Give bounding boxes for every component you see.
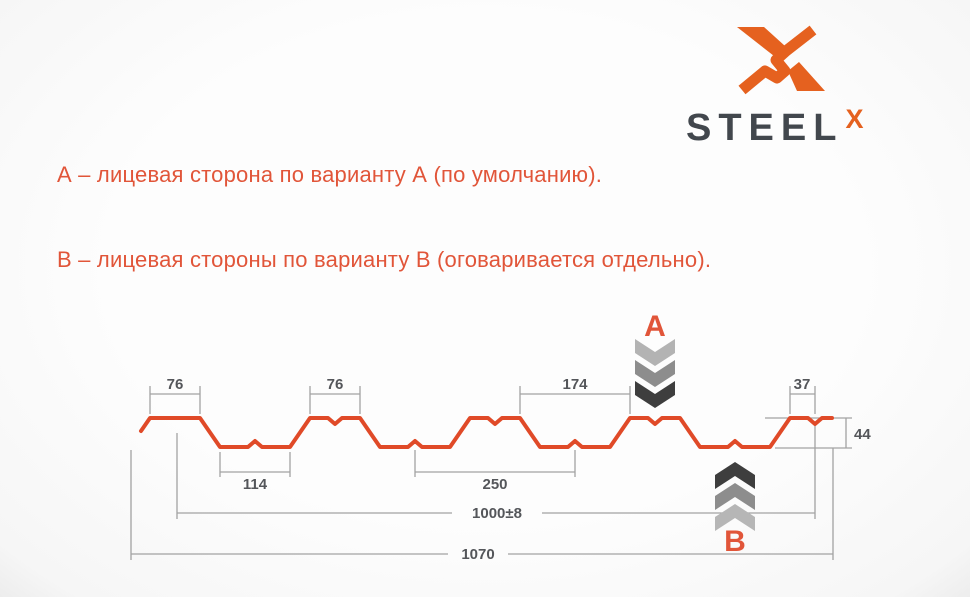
side-b-label: В <box>724 525 746 558</box>
dim-crest1-width: 76 <box>167 376 184 393</box>
logo-brand-text: STEEL <box>686 107 844 149</box>
chevron-down-icon <box>635 360 675 387</box>
note-variant-b: В – лицевая стороны по варианту В (огова… <box>57 247 712 272</box>
chevron-up-icon <box>715 504 755 531</box>
side-b-indicator: В <box>715 462 755 558</box>
dim-valley-width: 114 <box>243 476 268 493</box>
dim-pitch: 250 <box>482 476 507 493</box>
dim-crest2-width: 76 <box>327 376 344 393</box>
dim-profile-height: 44 <box>854 426 871 443</box>
logo-ribbon <box>738 25 817 95</box>
dim-working-width: 1000±8 <box>472 505 522 522</box>
dim-overall-width: 1070 <box>461 546 494 563</box>
chevron-down-icon <box>635 339 675 366</box>
logo-bottom-right-arm <box>788 62 825 91</box>
note-variant-a: А – лицевая сторона по варианту А (по ум… <box>57 162 603 187</box>
side-a-label: А <box>644 310 666 343</box>
dimension-lines <box>130 386 852 560</box>
logo-wordmark: STEELX <box>686 104 863 150</box>
dim-crest-gap: 174 <box>562 376 588 393</box>
logo-superscript-x: X <box>845 104 864 134</box>
logo-top-left-arm <box>737 27 785 56</box>
dim-edge-crest-width: 37 <box>794 376 811 393</box>
steelx-logo-icon <box>737 25 825 95</box>
chevron-up-icon <box>715 462 755 489</box>
chevron-down-icon <box>635 381 675 408</box>
dimension-labels: 76 76 174 37 114 250 1000±8 1070 44 <box>167 376 872 563</box>
chevron-up-icon <box>715 483 755 510</box>
profile-outline <box>139 416 834 449</box>
side-a-indicator: А <box>635 310 675 408</box>
